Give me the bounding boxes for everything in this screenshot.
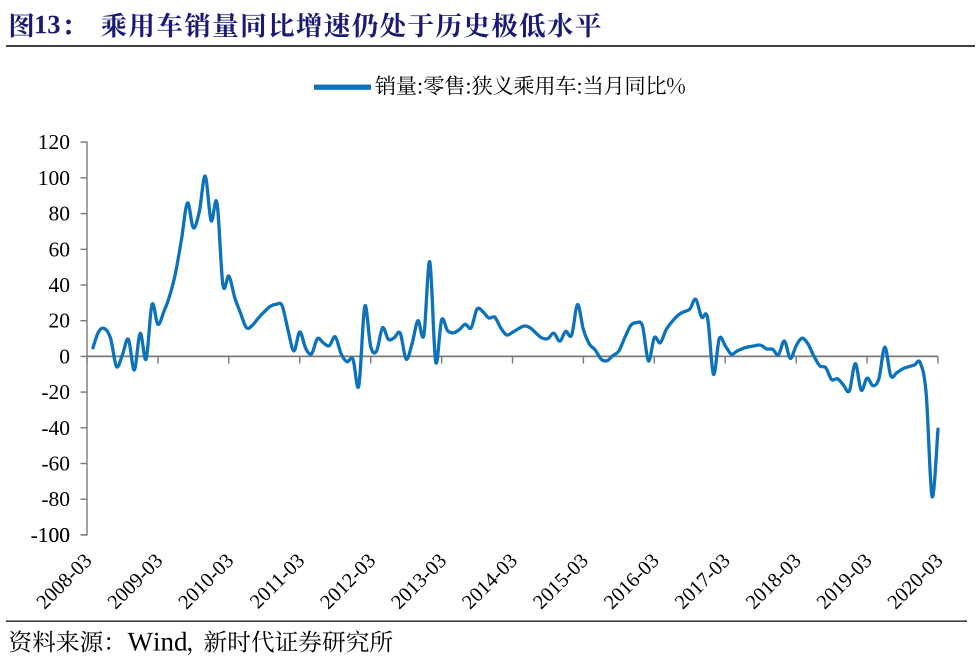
svg-text:20: 20 [49, 309, 71, 333]
svg-text:60: 60 [49, 237, 71, 261]
svg-text:-100: -100 [31, 523, 70, 547]
svg-text:120: 120 [38, 130, 70, 154]
svg-text:-100: -100 [31, 523, 70, 547]
svg-text:0: 0 [59, 344, 70, 368]
svg-text:-20: -20 [41, 380, 70, 404]
svg-text:-40: -40 [41, 416, 70, 440]
svg-text:80: 80 [49, 202, 71, 226]
svg-text:-60: -60 [41, 452, 70, 476]
svg-text:-80: -80 [41, 487, 70, 511]
svg-text:40: 40 [49, 273, 71, 297]
svg-text:100: 100 [38, 166, 70, 190]
